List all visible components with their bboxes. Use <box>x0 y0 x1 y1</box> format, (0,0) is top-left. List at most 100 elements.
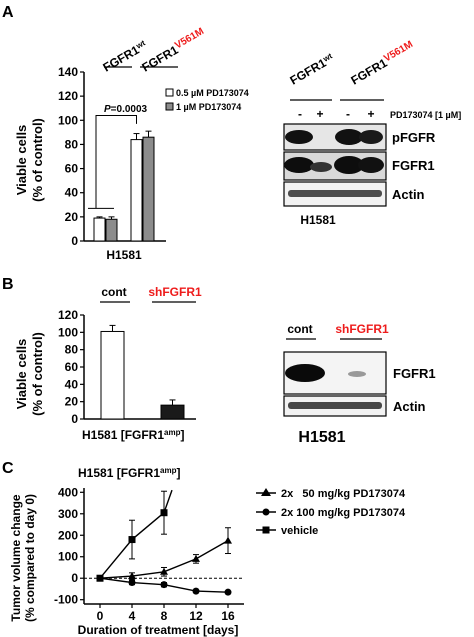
blot-b-band-label-actin: Actin <box>393 399 426 414</box>
panel-c-marker-square <box>96 574 104 582</box>
panel-c-marker-triangle <box>160 567 168 575</box>
panel-b-group-label-sh: shFGFR1 <box>148 285 202 299</box>
panel-a-y-tick-label: 140 <box>58 65 78 79</box>
panel-c-marker-triangle <box>224 536 232 544</box>
panel-c-series-line <box>99 489 173 579</box>
panel-c-x-tick-label: 0 <box>97 609 104 623</box>
svg-text:FGFR1wt: FGFR1wt <box>101 38 150 74</box>
panel-c-legend: 2x 50 mg/kg PD173074 2x 100 mg/kg PD1730… <box>256 488 406 537</box>
panel-c-marker-circle <box>224 588 232 596</box>
blot-a-band-actin-strip <box>288 190 382 197</box>
blot-b-band-label-fgfr1: FGFR1 <box>393 366 436 381</box>
panel-a-ylabel-line1: Viable cells <box>14 125 29 196</box>
panel-a-ylabel-line2: (% of control) <box>30 118 45 202</box>
panel-c-letter: C <box>2 460 14 477</box>
blot-b-band-actin-strip <box>288 402 382 409</box>
blot-a-group-sup-wt: wt <box>321 51 334 64</box>
panel-c-ylabel-line1: Tumor volume change <box>9 494 23 621</box>
panel-a-y-tick-label: 120 <box>58 89 78 103</box>
panel-a-group-header-wt: FGFR1wt <box>101 38 150 74</box>
panel-a-letter: A <box>2 4 14 21</box>
panel-c-xlabel: Duration of treatment [days] <box>78 623 239 637</box>
blot-a-group-label-wt: FGFR1 <box>288 56 329 88</box>
panel-c-x-tick-label: 8 <box>161 609 168 623</box>
panel-c-y-tick-label: 0 <box>71 571 78 585</box>
panel-b-bar <box>100 330 125 420</box>
blot-b-lane-label-cont: cont <box>287 322 312 336</box>
panel-a-legend-swatch-0 <box>165 88 174 97</box>
panel-a-significance-bracket <box>95 114 137 209</box>
blot-a-band-pfgfr-lane3 <box>335 129 363 145</box>
blot-a-lane-label: + <box>367 107 374 121</box>
panel-a-legend-swatch-1 <box>165 102 174 111</box>
panel-b-xlabel: H1581 [FGFR1amp] <box>82 428 184 442</box>
panel-a-cell-line: H1581 <box>106 248 142 262</box>
panel-c-marker-triangle <box>128 572 136 580</box>
panel-a-group-sup-mut: V561M <box>173 26 206 51</box>
panel-a-y-tick-label: 100 <box>58 113 78 127</box>
panel-a-bar <box>142 136 155 242</box>
panel-c-y-tick-label: -100 <box>54 593 78 607</box>
svg-text:FGFR1wt: FGFR1wt <box>288 51 337 87</box>
panel-b-y-tick-label: 0 <box>71 412 78 426</box>
panel-c-x-tick-label: 16 <box>221 609 235 623</box>
panel-b-y-tick-label: 80 <box>65 343 79 357</box>
blot-a-band-fgfr1-lane2 <box>310 162 332 172</box>
panel-c-legend-label-0: 2x 50 mg/kg PD173074 <box>281 488 406 500</box>
panel-c-marker-square <box>128 536 136 544</box>
blot-a-group-sup-mut: V561M <box>382 39 415 64</box>
panel-b-group-label-cont: cont <box>101 285 126 299</box>
blot-a-band-pfgfr-lane1 <box>285 130 313 144</box>
panel-c-ylabel-line2: (% compared to day 0) <box>23 494 37 622</box>
blot-a-band-fgfr1-lane1 <box>284 157 314 173</box>
panel-a-group-label-wt: FGFR1 <box>101 43 142 75</box>
panel-a-ylabel: Viable cells (% of control) <box>14 118 45 202</box>
blot-a-band-fgfr1-lane3 <box>334 156 364 174</box>
blot-a-group-header-mut: FGFR1V561M <box>348 39 417 88</box>
blot-a-cell-line: H1581 <box>300 213 336 227</box>
panel-a-chart: 0 20 40 60 80 100 120 140 <box>58 65 166 248</box>
panel-c-y-tick-label: 200 <box>58 528 78 542</box>
panel-b-ylabel-line2: (% of control) <box>30 332 45 416</box>
blot-a-lane-label: - <box>298 107 302 121</box>
panel-a-pvalue: P=0.0003 <box>104 104 148 115</box>
panel-a-y-tick-label: 60 <box>65 162 79 176</box>
blot-a-treatment-label: PD173074 [1 µM] <box>390 110 461 120</box>
panel-c-x-tick-label: 4 <box>129 609 136 623</box>
panel-a-y-tick-label: 80 <box>65 137 79 151</box>
blot-a-lane-label: + <box>316 107 323 121</box>
panel-a-group-label-mut: FGFR1 <box>140 43 181 75</box>
panel-a-y-tick-label: 20 <box>65 210 79 224</box>
panel-b-y-tick-label: 40 <box>65 377 79 391</box>
blot-a-group-label-mut: FGFR1 <box>349 56 390 88</box>
blot-a-band-fgfr1-lane4 <box>358 157 384 173</box>
blot-a-band-pfgfr-lane4 <box>359 130 383 144</box>
panel-b-y-tick-label: 100 <box>58 325 78 339</box>
panel-b-y-tick-label: 20 <box>65 395 79 409</box>
panel-a-bar <box>105 218 118 242</box>
panel-a-blot: FGFR1wt FGFR1V561M - + - + PD173074 [1 µ… <box>283 39 461 227</box>
panel-a-bar <box>130 139 143 242</box>
svg-text:FGFR1V561M: FGFR1V561M <box>348 39 417 88</box>
panel-b-y-tick-label: 120 <box>58 308 78 322</box>
panel-a-y-tick-label: 40 <box>65 186 79 200</box>
panel-b-chart: 0 20 40 60 80 100 120 <box>58 308 196 426</box>
panel-b-letter: B <box>2 276 14 293</box>
panel-c-title: H1581 [FGFR1amp] <box>78 466 180 480</box>
panel-c-marker-circle <box>192 587 200 595</box>
panel-a-legend-label-0: 0.5 µM PD173074 <box>176 88 249 98</box>
panel-c-y-tick-label: 400 <box>58 485 78 499</box>
panel-c-ylabel: Tumor volume change (% compared to day 0… <box>9 494 37 622</box>
blot-a-group-header-wt: FGFR1wt <box>288 51 337 87</box>
panel-b-y-tick-label: 60 <box>65 360 79 374</box>
blot-b-band-fgfr1-lane2 <box>348 371 366 377</box>
blot-a-band-label-fgfr1: FGFR1 <box>392 158 435 173</box>
panel-c-marker-square <box>160 509 168 517</box>
panel-c-legend-label-2: vehicle <box>281 525 318 537</box>
panel-c-legend-label-1: 2x 100 mg/kg PD173074 <box>281 507 406 519</box>
blot-b-band-fgfr1-lane1 <box>285 364 325 382</box>
panel-c-marker-triangle <box>192 554 200 562</box>
panel-c-chart: -100 0 100 200 300 400 0 4 8 12 16 <box>54 485 244 623</box>
panel-c-legend-marker-triangle <box>261 488 271 496</box>
